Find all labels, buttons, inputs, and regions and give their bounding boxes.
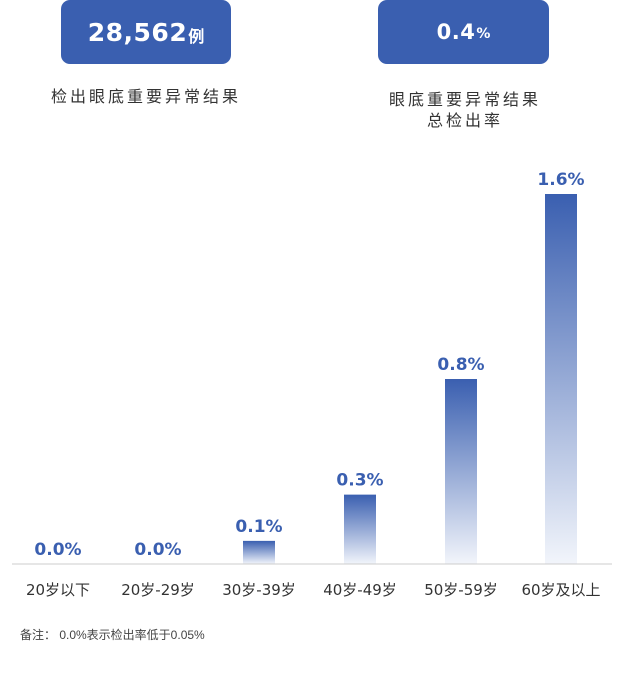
labels-group: 0.0% 20岁以下 0.0% 20岁-29岁 0.1% 30岁-39岁 0.3% 40岁-4… [26,170,601,599]
category-label-1: 20岁以下 [26,581,90,599]
category-label-4: 40岁-49岁 [323,581,397,599]
bar-4 [344,494,376,564]
bars-group [243,194,577,564]
category-label-3: 30岁-39岁 [222,581,296,599]
category-label-2: 20岁-29岁 [121,581,195,599]
bar-value-label-5: 0.8% [437,355,484,375]
bar-value-label-3: 0.1% [235,517,282,537]
detection-rate-value: 0.4 [436,20,476,44]
bar-value-label-4: 0.3% [336,471,383,491]
detection-rate-label-line-2: 总检出率 [426,111,503,130]
detection-rate-label: 眼底重要异常结果 总检出率 [346,89,584,131]
bar-6 [545,194,577,564]
total-cases-label-line: 检出眼底重要异常结果 [50,87,241,106]
footnote: 备注： 0.0%表示检出率低于0.05% [20,628,205,642]
category-label-5: 50岁-59岁 [424,581,498,599]
bar-value-label-2: 0.0% [134,540,181,560]
bar-value-label-1: 0.0% [34,540,81,560]
detection-rate-label-line-1: 眼底重要异常结果 [388,90,541,109]
total-cases-badge: 28,562 例 [61,0,231,64]
age-group-bar-chart: 0.0% 20岁以下 0.0% 20岁-29岁 0.1% 30岁-39岁 0.3% 40岁-4… [12,170,612,599]
total-cases-label: 检出眼底重要异常结果 [20,86,272,107]
bar-3 [243,540,275,564]
total-cases-value: 28,562 [87,17,188,47]
detection-rate-unit: % [476,26,491,42]
total-cases-unit: 例 [188,27,205,46]
bar-value-label-6: 1.6% [537,170,584,190]
bar-5 [445,379,477,564]
category-label-6: 60岁及以上 [521,581,600,599]
detection-rate-badge: 0.4% [378,0,549,64]
